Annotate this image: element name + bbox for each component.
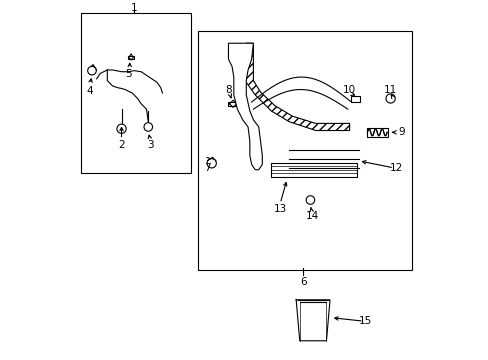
Text: 13: 13 (273, 204, 286, 214)
Bar (198, 31, 411, 270)
Text: 11: 11 (383, 85, 396, 95)
Bar (81, 13, 191, 173)
Text: 14: 14 (305, 211, 318, 221)
Bar (228, 102, 235, 105)
Text: 12: 12 (388, 163, 402, 173)
Bar (366, 128, 387, 136)
Polygon shape (228, 43, 262, 170)
Bar (271, 163, 356, 177)
Text: 6: 6 (299, 277, 306, 287)
Circle shape (385, 94, 394, 103)
Text: 5: 5 (125, 68, 132, 78)
Text: 10: 10 (343, 85, 355, 95)
Text: 2: 2 (118, 140, 124, 150)
Text: 4: 4 (86, 86, 93, 96)
Text: 7: 7 (203, 163, 210, 173)
Text: 3: 3 (146, 140, 153, 150)
Circle shape (143, 123, 152, 131)
Circle shape (305, 196, 314, 204)
Circle shape (87, 66, 96, 75)
Polygon shape (246, 43, 349, 131)
Bar (127, 56, 134, 59)
Bar (351, 96, 360, 102)
Text: 15: 15 (358, 316, 371, 326)
Circle shape (117, 124, 126, 133)
Text: 9: 9 (397, 127, 404, 137)
Circle shape (206, 159, 216, 168)
Text: 1: 1 (130, 3, 137, 13)
Text: 8: 8 (224, 85, 231, 95)
